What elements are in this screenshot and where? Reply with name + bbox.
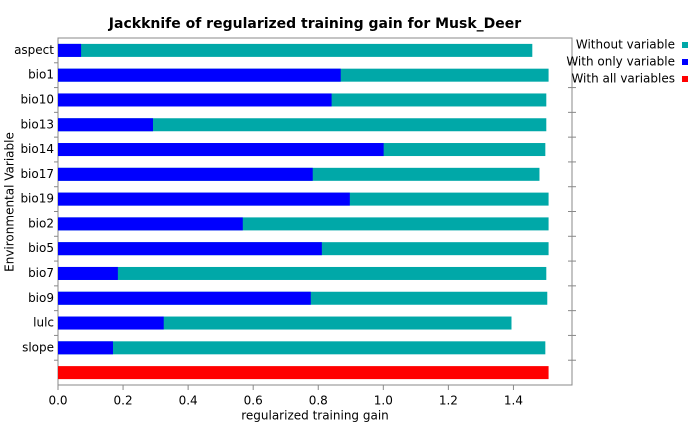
bar [58,266,118,280]
legend-swatch [682,42,688,48]
bar [58,291,311,305]
bar [58,118,153,132]
x-tick-label: 0.2 [114,394,133,408]
legend-label: With only variable [566,55,675,69]
y-tick-label: bio9 [28,291,54,305]
bar [58,43,533,57]
bar [58,167,313,181]
x-tick-label: 0.4 [179,394,198,408]
y-tick-label: bio7 [28,266,54,280]
legend-swatch [682,76,688,82]
bar [58,68,341,82]
x-tick-label: 1.0 [374,394,393,408]
y-tick-label: bio1 [28,68,54,82]
x-tick-label: 0.6 [244,394,263,408]
bar [58,341,546,355]
bar [58,118,547,132]
bar [58,341,113,355]
legend-label: With all variables [571,72,675,86]
bar [58,242,322,256]
bar [58,93,332,107]
bar [58,143,384,157]
legend-swatch [682,59,688,65]
x-tick-label: 1.4 [504,394,523,408]
y-tick-label: slope [22,340,54,354]
y-tick-label: bio10 [20,92,54,106]
y-tick-label: lulc [33,316,54,330]
bar [58,316,164,330]
bar [58,43,82,57]
y-axis-label: Environmental Variable [3,132,17,272]
x-tick-label: 0.0 [48,394,67,408]
y-tick-label: bio2 [28,216,54,230]
bar [58,366,549,380]
y-tick-label: aspect [14,43,54,57]
y-tick-label: bio13 [20,117,54,131]
x-tick-label: 0.8 [309,394,328,408]
y-tick-label: bio14 [20,142,54,156]
x-axis-label: regularized training gain [241,409,389,423]
y-tick-label: bio17 [20,167,54,181]
x-tick-label: 1.2 [439,394,458,408]
legend-label: Without variable [576,38,675,52]
y-tick-label: bio19 [20,192,54,206]
bar [58,192,350,206]
bar [58,266,547,280]
chart-title: Jackknife of regularized training gain f… [108,16,521,32]
y-tick-label: bio5 [28,241,54,255]
bar [58,316,512,330]
bar [58,217,243,231]
